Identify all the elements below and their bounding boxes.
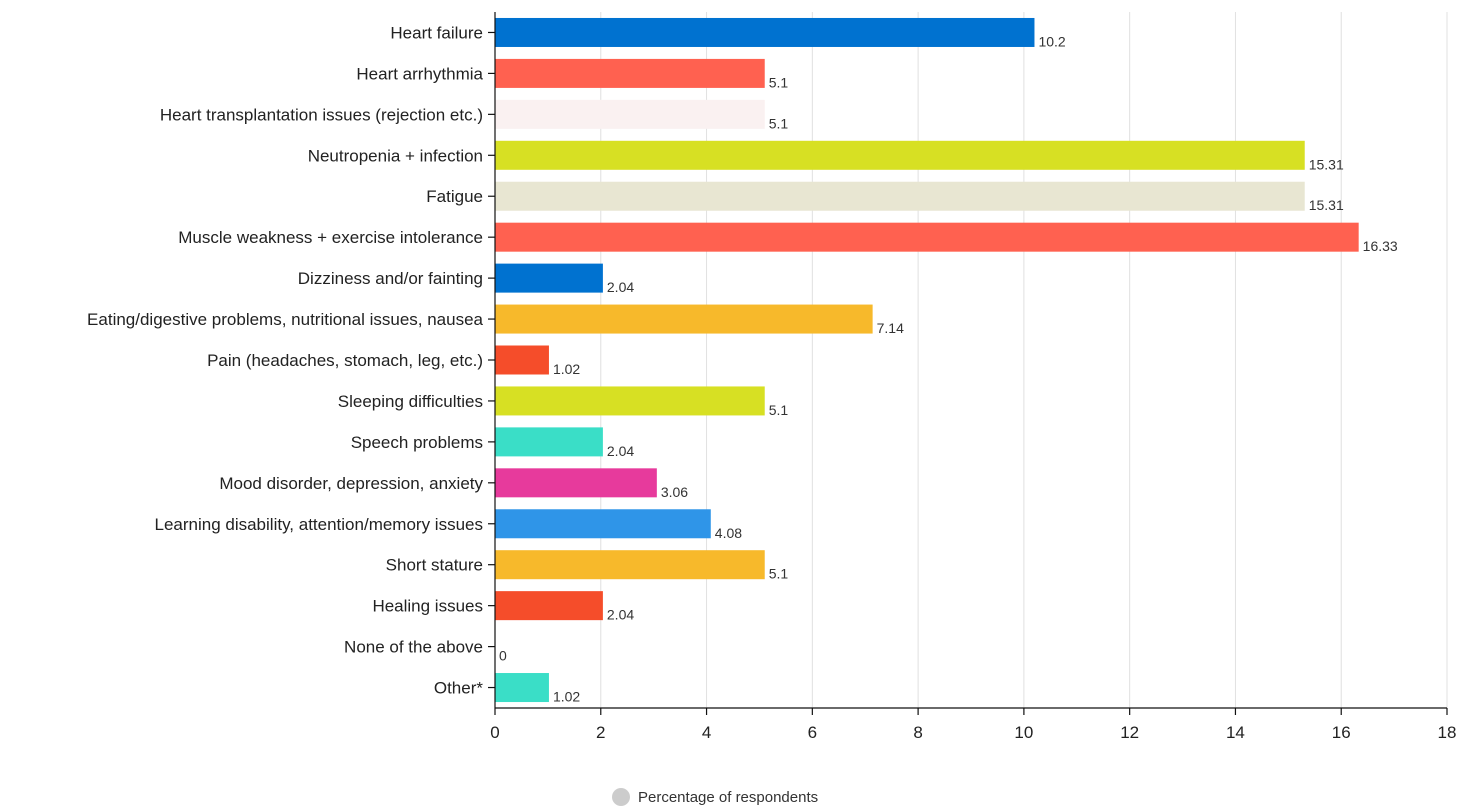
data-label: 10.2 xyxy=(1038,33,1065,49)
category-label: Heart arrhythmia xyxy=(356,64,483,83)
bar xyxy=(495,263,603,293)
legend-marker xyxy=(612,788,630,806)
bar xyxy=(495,99,765,129)
category-label: Pain (headaches, stomach, leg, etc.) xyxy=(207,351,483,370)
data-label: 2.04 xyxy=(607,279,634,295)
data-label: 5.1 xyxy=(769,402,789,418)
data-label: 0 xyxy=(499,648,507,664)
category-label: Muscle weakness + exercise intolerance xyxy=(178,228,483,247)
bar xyxy=(495,427,603,457)
category-label: Eating/digestive problems, nutritional i… xyxy=(87,310,483,329)
x-tick-label: 2 xyxy=(596,723,605,742)
bar xyxy=(495,140,1305,170)
bar xyxy=(495,591,603,621)
x-tick-label: 10 xyxy=(1014,723,1033,742)
data-label: 2.04 xyxy=(607,443,634,459)
x-tick-label: 16 xyxy=(1332,723,1351,742)
category-label: Speech problems xyxy=(351,433,483,452)
labels: 0 2 4 6 8 10 12 14 16 18 Heart failure 10.2 Heart ar… xyxy=(87,23,1456,742)
x-tick-label: 0 xyxy=(490,723,499,742)
bar xyxy=(495,468,657,498)
data-label: 1.02 xyxy=(553,689,580,705)
category-label: Healing issues xyxy=(372,597,483,616)
x-tick-label: 18 xyxy=(1438,723,1457,742)
x-tick-label: 12 xyxy=(1120,723,1139,742)
x-tick-label: 8 xyxy=(913,723,922,742)
data-label: 5.1 xyxy=(769,115,789,131)
bar xyxy=(495,17,1035,47)
bar xyxy=(495,509,711,539)
axes xyxy=(488,12,1448,715)
x-tick-label: 4 xyxy=(702,723,711,742)
bar xyxy=(495,222,1359,252)
data-label: 4.08 xyxy=(715,525,742,541)
category-label: Heart transplantation issues (rejection … xyxy=(160,105,483,124)
category-label: Sleeping difficulties xyxy=(338,392,483,411)
x-tick-label: 14 xyxy=(1226,723,1245,742)
data-label: 5.1 xyxy=(769,566,789,582)
bar xyxy=(495,304,873,334)
category-label: Short stature xyxy=(386,556,483,575)
data-label: 16.33 xyxy=(1363,238,1398,254)
bar xyxy=(495,550,765,580)
category-label: Fatigue xyxy=(426,187,483,206)
legend-label: Percentage of respondents xyxy=(638,788,819,806)
category-label: Learning disability, attention/memory is… xyxy=(154,515,483,534)
bar xyxy=(495,673,549,703)
data-label: 7.14 xyxy=(877,320,904,336)
category-label: Neutropenia + infection xyxy=(308,146,483,165)
bar xyxy=(495,386,765,416)
data-label: 1.02 xyxy=(553,361,580,377)
category-label: None of the above xyxy=(344,638,483,657)
bar xyxy=(495,58,765,88)
category-label: Other* xyxy=(434,679,484,698)
bar xyxy=(495,181,1305,211)
data-label: 15.31 xyxy=(1309,156,1344,172)
x-tick-label: 6 xyxy=(808,723,817,742)
data-label: 5.1 xyxy=(769,74,789,90)
category-label: Mood disorder, depression, anxiety xyxy=(219,474,483,493)
category-label: Heart failure xyxy=(390,23,483,42)
data-label: 15.31 xyxy=(1309,197,1344,213)
data-label: 2.04 xyxy=(607,607,634,623)
bar xyxy=(495,345,549,375)
data-label: 3.06 xyxy=(661,484,688,500)
bars xyxy=(495,17,1359,703)
legend: Percentage of respondents xyxy=(612,788,818,806)
category-label: Dizziness and/or fainting xyxy=(298,269,483,288)
